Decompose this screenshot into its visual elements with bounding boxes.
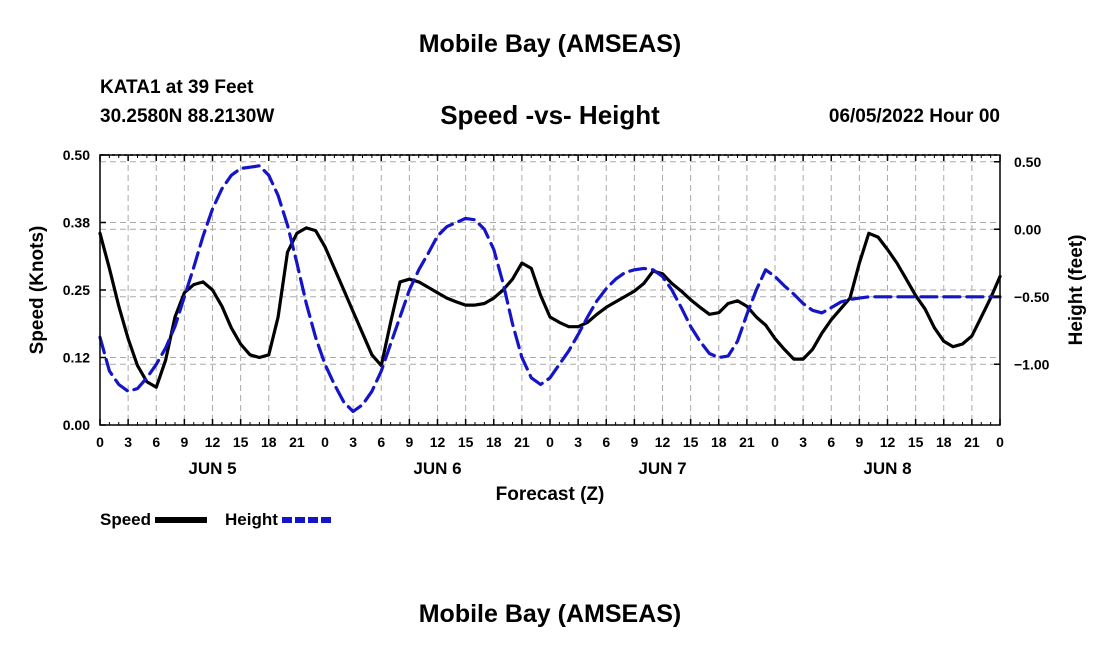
x-tick-label: 21 [514, 434, 530, 450]
y2-tick-label: −0.50 [1014, 289, 1050, 305]
x-tick-label: 18 [486, 434, 502, 450]
day-label: JUN 8 [863, 459, 911, 478]
y-axis-title: Speed (Knots) [27, 226, 48, 355]
x-axis-title: Forecast (Z) [496, 484, 605, 505]
legend-swatch-height [281, 517, 334, 523]
y-tick-label: 0.12 [63, 350, 90, 366]
legend-item-speed: Speed [100, 510, 208, 530]
x-tick-label: 12 [430, 434, 446, 450]
x-tick-label: 0 [321, 434, 329, 450]
y2-tick-label: −1.00 [1014, 356, 1050, 372]
x-tick-label: 9 [180, 434, 188, 450]
labels-layer: 0 3 6 9 12 15 18 21 0 3 6 9 12 15 18 21 0 3 6 9 12 15 18 21 0 3 6 9… [63, 147, 1050, 478]
x-tick-label: 6 [152, 434, 160, 450]
station-name: KATA1 at 39 Feet [100, 77, 254, 98]
x-tick-label: 6 [827, 434, 835, 450]
x-tick-label: 9 [630, 434, 638, 450]
height-series-line [98, 164, 1002, 414]
speed-series-line [98, 226, 1002, 389]
x-tick-label: 0 [96, 434, 104, 450]
legend-label-speed: Speed [100, 510, 152, 529]
x-tick-label: 12 [655, 434, 671, 450]
ticks-layer [99, 154, 1001, 426]
y2-axis-title: Height (feet) [1066, 235, 1087, 346]
footer-title: Mobile Bay (AMSEAS) [418, 600, 682, 628]
x-tick-label: 0 [996, 434, 1004, 450]
x-tick-label: 3 [799, 434, 807, 450]
x-tick-label: 15 [458, 434, 474, 450]
run-date: 06/05/2022 Hour 00 [828, 106, 1000, 127]
x-tick-label: 18 [936, 434, 952, 450]
legend-item-height: Height [225, 510, 334, 530]
station-coordinates: 30.2580N 88.2130W [100, 106, 275, 127]
chart-title: Speed -vs- Height [440, 100, 660, 130]
grid-layer [100, 154, 1000, 426]
y-tick-label: 0.00 [63, 417, 90, 433]
legend-swatch-speed [155, 517, 208, 523]
x-tick-label: 12 [880, 434, 896, 450]
x-tick-label: 21 [739, 434, 755, 450]
legend-label-height: Height [225, 510, 278, 529]
y2-tick-label: 0.00 [1014, 221, 1041, 237]
x-tick-label: 6 [377, 434, 385, 450]
day-label: JUN 5 [188, 459, 236, 478]
y-tick-label: 0.25 [63, 282, 90, 298]
y2-tick-label: 0.50 [1014, 154, 1041, 170]
x-tick-label: 21 [964, 434, 980, 450]
x-tick-label: 6 [602, 434, 610, 450]
x-tick-label: 15 [683, 434, 699, 450]
day-label: JUN 6 [413, 459, 461, 478]
x-tick-label: 18 [261, 434, 277, 450]
x-tick-label: 9 [405, 434, 413, 450]
x-tick-label: 21 [289, 434, 305, 450]
legend: Speed Height [100, 508, 334, 532]
y-tick-label: 0.50 [63, 147, 90, 163]
x-tick-label: 0 [546, 434, 554, 450]
x-tick-label: 3 [574, 434, 582, 450]
x-tick-label: 9 [855, 434, 863, 450]
x-tick-label: 15 [908, 434, 924, 450]
x-tick-label: 15 [233, 434, 249, 450]
day-label: JUN 7 [638, 459, 686, 478]
x-tick-label: 0 [771, 434, 779, 450]
y-tick-label: 0.38 [63, 215, 90, 231]
series-layer [98, 164, 1002, 414]
x-tick-label: 3 [124, 434, 132, 450]
x-tick-label: 3 [349, 434, 357, 450]
x-tick-label: 12 [205, 434, 221, 450]
x-tick-label: 18 [711, 434, 727, 450]
page-title: Mobile Bay (AMSEAS) [418, 30, 682, 58]
